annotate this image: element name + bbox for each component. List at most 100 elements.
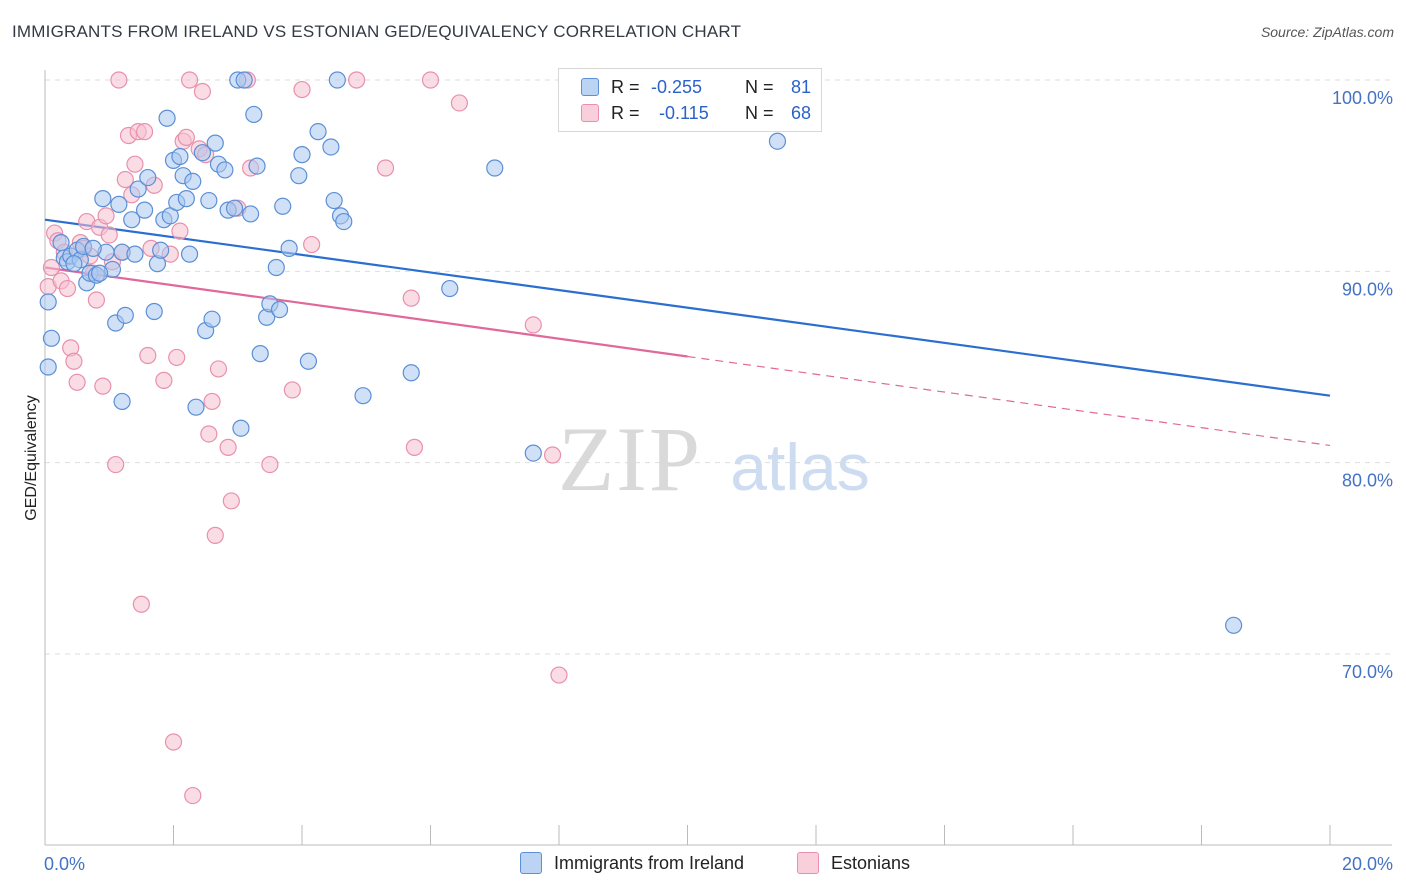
point-estonians xyxy=(100,226,118,244)
trend-line xyxy=(44,266,688,358)
source-credit: Source: ZipAtlas.com xyxy=(1260,24,1394,40)
point-ireland xyxy=(91,264,109,282)
point-estonians xyxy=(132,595,150,613)
point-ireland xyxy=(110,195,128,213)
point-estonians xyxy=(110,71,128,89)
point-estonians xyxy=(180,71,199,89)
legend-r-value: -0.255 xyxy=(651,76,703,97)
trend-lines xyxy=(44,218,1331,447)
point-ireland xyxy=(486,159,504,177)
point-ireland xyxy=(251,345,269,363)
legend-swatch-blue xyxy=(520,852,542,874)
point-estonians xyxy=(376,159,395,177)
point-ireland xyxy=(232,419,250,437)
point-ireland xyxy=(1225,616,1243,634)
legend-swatch-pink xyxy=(581,104,599,122)
point-estonians xyxy=(209,360,228,378)
point-estonians xyxy=(164,733,183,751)
point-ireland xyxy=(524,444,542,462)
point-estonians xyxy=(421,71,440,89)
point-ireland xyxy=(145,302,163,321)
point-estonians xyxy=(450,94,469,112)
point-estonians xyxy=(206,526,224,544)
point-estonians xyxy=(200,425,218,443)
legend-swatch-blue xyxy=(581,78,599,96)
point-ireland xyxy=(248,157,266,175)
legend-swatch-pink xyxy=(797,852,819,874)
point-estonians xyxy=(550,666,568,684)
point-ireland xyxy=(193,144,212,162)
point-ireland xyxy=(325,191,343,210)
point-ireland xyxy=(441,279,459,298)
point-estonians xyxy=(139,346,157,365)
point-ireland xyxy=(84,239,102,257)
point-estonians xyxy=(168,348,186,367)
point-estonians xyxy=(405,438,424,456)
point-ireland xyxy=(203,310,221,328)
point-ireland xyxy=(216,161,234,179)
point-ireland xyxy=(309,123,327,141)
point-estonians xyxy=(65,352,83,370)
x-tick-labels: 0.0% 20.0% xyxy=(44,854,1393,874)
legend-label-ireland: Immigrants from Ireland xyxy=(554,852,745,873)
point-ireland xyxy=(158,109,176,127)
point-ireland xyxy=(335,212,353,231)
point-ireland xyxy=(354,387,372,405)
point-ireland xyxy=(768,132,787,150)
point-ireland xyxy=(113,392,131,411)
point-estonians xyxy=(402,289,420,307)
point-estonians xyxy=(135,123,154,141)
point-estonians xyxy=(171,222,189,240)
legend-r-label: R = xyxy=(611,102,640,123)
y-tick-label: 80.0% xyxy=(1342,471,1393,491)
point-estonians xyxy=(97,207,115,225)
point-estonians xyxy=(107,455,125,474)
axes xyxy=(44,70,1392,846)
legend-n-value: 68 xyxy=(791,102,812,123)
stats-legend: R = -0.255 N = 81 R = -0.115 N = 68 xyxy=(558,68,822,132)
point-ireland xyxy=(274,197,292,215)
point-estonians xyxy=(177,128,195,146)
point-estonians xyxy=(283,381,301,399)
point-ireland xyxy=(235,71,253,89)
point-ireland xyxy=(322,138,340,156)
legend-r-value: -0.115 xyxy=(659,102,709,123)
point-ireland xyxy=(267,258,285,277)
point-estonians xyxy=(193,82,212,101)
point-ireland xyxy=(52,234,70,252)
point-ireland xyxy=(135,201,154,219)
point-ireland xyxy=(206,134,224,152)
x-tick-label: 0.0% xyxy=(44,854,85,874)
point-ireland xyxy=(402,364,420,382)
point-ireland xyxy=(225,199,244,217)
point-estonians xyxy=(155,371,173,389)
watermark-atlas: atlas xyxy=(730,430,869,504)
point-ireland xyxy=(184,172,202,191)
point-ireland xyxy=(290,167,308,185)
point-estonians xyxy=(42,258,61,277)
point-estonians xyxy=(303,235,321,254)
point-ireland xyxy=(177,190,195,208)
y-axis-label: GED/Equivalency xyxy=(23,395,40,520)
point-ireland xyxy=(187,398,205,416)
point-estonians xyxy=(184,786,202,805)
point-ireland xyxy=(123,211,141,229)
point-ireland xyxy=(139,168,157,187)
legend-item-ireland: Immigrants from Ireland xyxy=(520,852,744,874)
point-estonians xyxy=(348,71,366,89)
point-ireland xyxy=(129,180,147,198)
data-points xyxy=(39,71,1243,805)
point-ireland xyxy=(180,245,199,263)
legend-row-ireland: R = -0.255 N = 81 xyxy=(581,74,811,100)
legend-row-estonians: R = -0.115 N = 68 xyxy=(581,100,811,126)
point-ireland xyxy=(42,329,61,347)
point-estonians xyxy=(261,455,279,474)
x-tick-label: 20.0% xyxy=(1342,854,1393,874)
y-tick-label: 70.0% xyxy=(1342,662,1393,682)
point-ireland xyxy=(116,306,134,324)
point-ireland xyxy=(242,205,260,223)
legend-r-label: R = xyxy=(611,76,640,97)
point-estonians xyxy=(58,279,77,298)
legend-n-label: N = xyxy=(745,102,774,123)
legend-n-label: N = xyxy=(745,76,774,97)
